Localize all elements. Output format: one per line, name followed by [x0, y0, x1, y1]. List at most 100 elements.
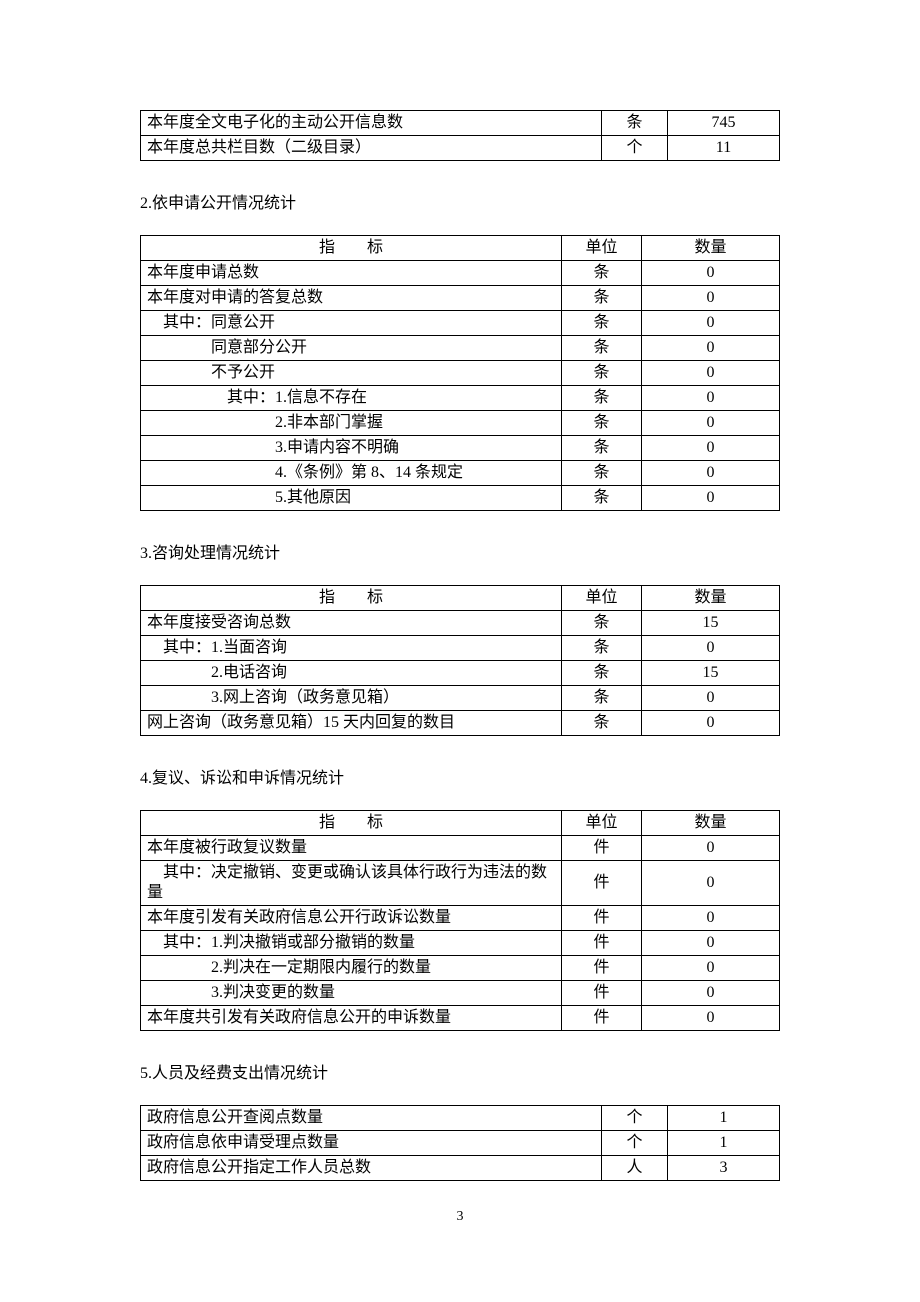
header-unit: 单位 [562, 586, 642, 611]
row-unit: 条 [562, 711, 642, 736]
row-qty: 15 [642, 611, 780, 636]
row-unit: 条 [562, 411, 642, 436]
row-unit: 条 [562, 336, 642, 361]
row-label: 2.判决在一定期限内履行的数量 [141, 956, 562, 981]
row-label: 4.《条例》第 8、14 条规定 [141, 461, 562, 486]
table-row: 政府信息公开指定工作人员总数人3 [141, 1156, 780, 1181]
row-label: 本年度申请总数 [141, 261, 562, 286]
table-row: 网上咨询（政务意见箱）15 天内回复的数目条0 [141, 711, 780, 736]
table-row: 本年度总共栏目数（二级目录） 个 11 [141, 136, 780, 161]
row-qty: 0 [642, 261, 780, 286]
header-indicator: 指 标 [141, 236, 562, 261]
row-unit: 条 [562, 311, 642, 336]
section-2-title: 2.依申请公开情况统计 [140, 189, 780, 213]
row-label: 政府信息公开指定工作人员总数 [141, 1156, 602, 1181]
row-qty: 0 [642, 311, 780, 336]
row-unit: 条 [562, 661, 642, 686]
row-label: 2.电话咨询 [141, 661, 562, 686]
table-2: 指 标 单位 数量 本年度申请总数条0本年度对申请的答复总数条0 其中：同意公开… [140, 235, 780, 511]
table-row: 本年度引发有关政府信息公开行政诉讼数量件0 [141, 906, 780, 931]
row-label: 其中：1.判决撤销或部分撤销的数量 [141, 931, 562, 956]
row-label: 3.判决变更的数量 [141, 981, 562, 1006]
row-label: 5.其他原因 [141, 486, 562, 511]
table-row: 2.非本部门掌握条0 [141, 411, 780, 436]
row-label: 其中：决定撤销、变更或确认该具体行政行为违法的数量 [141, 861, 562, 906]
row-label: 3.申请内容不明确 [141, 436, 562, 461]
table-row: 其中：决定撤销、变更或确认该具体行政行为违法的数量件0 [141, 861, 780, 906]
table-1: 本年度全文电子化的主动公开信息数 条 745 本年度总共栏目数（二级目录） 个 … [140, 110, 780, 161]
row-label: 其中：同意公开 [141, 311, 562, 336]
table-row: 本年度接受咨询总数条15 [141, 611, 780, 636]
row-qty: 15 [642, 661, 780, 686]
row-qty: 0 [642, 981, 780, 1006]
row-unit: 条 [562, 461, 642, 486]
row-label: 本年度被行政复议数量 [141, 836, 562, 861]
row-qty: 1 [668, 1131, 780, 1156]
row-qty: 0 [642, 386, 780, 411]
row-unit: 人 [602, 1156, 668, 1181]
table-row: 5.其他原因条0 [141, 486, 780, 511]
table-row: 4.《条例》第 8、14 条规定条0 [141, 461, 780, 486]
row-unit: 件 [562, 906, 642, 931]
row-unit: 条 [562, 611, 642, 636]
row-label: 其中：1.信息不存在 [141, 386, 562, 411]
row-label: 本年度接受咨询总数 [141, 611, 562, 636]
table-row: 政府信息公开查阅点数量个1 [141, 1106, 780, 1131]
row-unit: 件 [562, 981, 642, 1006]
row-qty: 0 [642, 486, 780, 511]
table-row: 政府信息依申请受理点数量个1 [141, 1131, 780, 1156]
table-row: 2.判决在一定期限内履行的数量件0 [141, 956, 780, 981]
row-qty: 0 [642, 286, 780, 311]
row-label: 本年度共引发有关政府信息公开的申诉数量 [141, 1006, 562, 1031]
table-row: 本年度被行政复议数量件0 [141, 836, 780, 861]
row-qty: 0 [642, 461, 780, 486]
row-unit: 个 [602, 136, 668, 161]
table-1-body: 本年度全文电子化的主动公开信息数 条 745 本年度总共栏目数（二级目录） 个 … [141, 111, 780, 161]
page-number: 3 [140, 1209, 780, 1225]
row-qty: 0 [642, 411, 780, 436]
row-qty: 1 [668, 1106, 780, 1131]
table-row: 其中：同意公开条0 [141, 311, 780, 336]
row-unit: 条 [562, 686, 642, 711]
table-row: 其中：1.当面咨询条0 [141, 636, 780, 661]
table-header-row: 指 标 单位 数量 [141, 586, 780, 611]
row-unit: 个 [602, 1131, 668, 1156]
row-unit: 件 [562, 861, 642, 906]
row-qty: 0 [642, 636, 780, 661]
table-3-body: 本年度接受咨询总数条15 其中：1.当面咨询条0 2.电话咨询条15 3.网上咨… [141, 611, 780, 736]
row-unit: 条 [602, 111, 668, 136]
table-row: 3.网上咨询（政务意见箱）条0 [141, 686, 780, 711]
row-qty: 0 [642, 336, 780, 361]
row-unit: 件 [562, 931, 642, 956]
row-qty: 0 [642, 686, 780, 711]
row-label: 同意部分公开 [141, 336, 562, 361]
section-3-title: 3.咨询处理情况统计 [140, 539, 780, 563]
row-qty: 0 [642, 436, 780, 461]
row-qty: 0 [642, 836, 780, 861]
row-unit: 件 [562, 1006, 642, 1031]
row-label: 政府信息依申请受理点数量 [141, 1131, 602, 1156]
table-row: 3.申请内容不明确条0 [141, 436, 780, 461]
row-qty: 11 [668, 136, 780, 161]
row-label: 2.非本部门掌握 [141, 411, 562, 436]
header-quantity: 数量 [642, 236, 780, 261]
table-4: 指 标 单位 数量 本年度被行政复议数量件0 其中：决定撤销、变更或确认该具体行… [140, 810, 780, 1031]
row-unit: 条 [562, 261, 642, 286]
header-indicator: 指 标 [141, 586, 562, 611]
table-row: 不予公开条0 [141, 361, 780, 386]
table-5-body: 政府信息公开查阅点数量个1政府信息依申请受理点数量个1政府信息公开指定工作人员总… [141, 1106, 780, 1181]
table-header-row: 指 标 单位 数量 [141, 811, 780, 836]
row-unit: 个 [602, 1106, 668, 1131]
row-unit: 件 [562, 956, 642, 981]
table-row: 本年度共引发有关政府信息公开的申诉数量件0 [141, 1006, 780, 1031]
header-indicator: 指 标 [141, 811, 562, 836]
row-qty: 0 [642, 956, 780, 981]
row-unit: 条 [562, 486, 642, 511]
row-qty: 0 [642, 931, 780, 956]
table-4-body: 本年度被行政复议数量件0 其中：决定撤销、变更或确认该具体行政行为违法的数量件0… [141, 836, 780, 1031]
row-unit: 件 [562, 836, 642, 861]
header-quantity: 数量 [642, 586, 780, 611]
row-unit: 条 [562, 386, 642, 411]
table-2-body: 本年度申请总数条0本年度对申请的答复总数条0 其中：同意公开条0 同意部分公开条… [141, 261, 780, 511]
row-label: 本年度总共栏目数（二级目录） [141, 136, 602, 161]
